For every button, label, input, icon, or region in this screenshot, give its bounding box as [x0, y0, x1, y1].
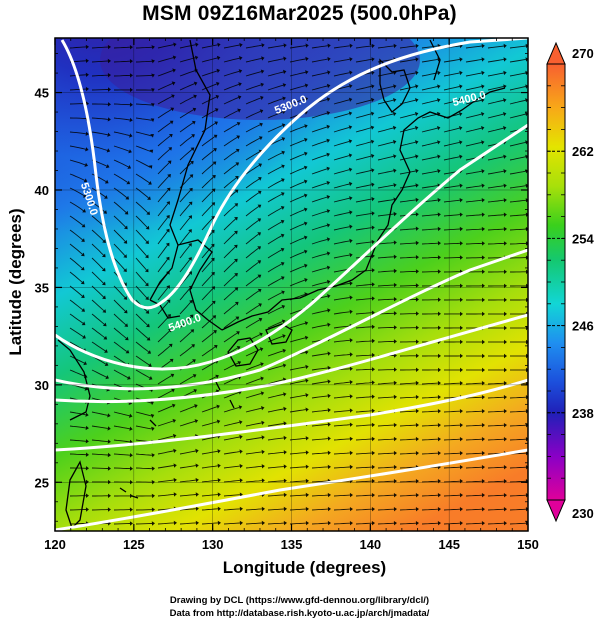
- lat-tick-label: 45: [35, 86, 49, 101]
- colorbar-tick-label: 238: [572, 406, 594, 421]
- lon-tick-label: 140: [359, 537, 381, 552]
- lon-tick-label: 130: [202, 537, 224, 552]
- triangle-up-icon: [546, 41, 566, 65]
- triangle-down-icon: [546, 499, 566, 523]
- wind-streamlines: [69, 42, 528, 526]
- lat-ticks: 25 30 35 40 45: [35, 53, 528, 522]
- credit-data: Data from http://database.rish.kyoto-u.a…: [169, 608, 430, 619]
- lat-tick-label: 25: [35, 475, 49, 490]
- lon-ticks: 120 125 130 135 140 145 150: [44, 38, 539, 552]
- lon-tick-label: 125: [123, 537, 145, 552]
- colorbar-tick-label: 262: [572, 144, 594, 159]
- colorbar-tick-label: 230: [572, 506, 594, 521]
- height-contours: [55, 38, 528, 531]
- colorbar: 270 262 254 246 238 230: [546, 41, 594, 523]
- lat-tick-label: 40: [35, 183, 49, 198]
- lon-tick-label: 145: [438, 537, 460, 552]
- lon-tick-label: 135: [281, 537, 303, 552]
- x-axis-label: Longitude (degrees): [222, 558, 387, 577]
- colorbar-tick-label: 270: [572, 46, 594, 61]
- colorbar-tick-label: 246: [572, 319, 594, 334]
- lat-tick-label: 30: [35, 378, 49, 393]
- colorbar-tick-label: 254: [572, 231, 594, 246]
- map-title: MSM 09Z16Mar2025 (500.0hPa): [142, 2, 457, 25]
- graticule: [55, 38, 528, 531]
- credit-drawing: Drawing by DCL (https://www.gfd-dennou.o…: [169, 595, 430, 606]
- lat-tick-label: 35: [35, 280, 49, 295]
- y-axis-label: Latitude (degrees): [6, 208, 25, 356]
- lon-tick-label: 120: [44, 537, 66, 552]
- coastlines: [57, 39, 506, 530]
- lon-tick-label: 150: [517, 537, 539, 552]
